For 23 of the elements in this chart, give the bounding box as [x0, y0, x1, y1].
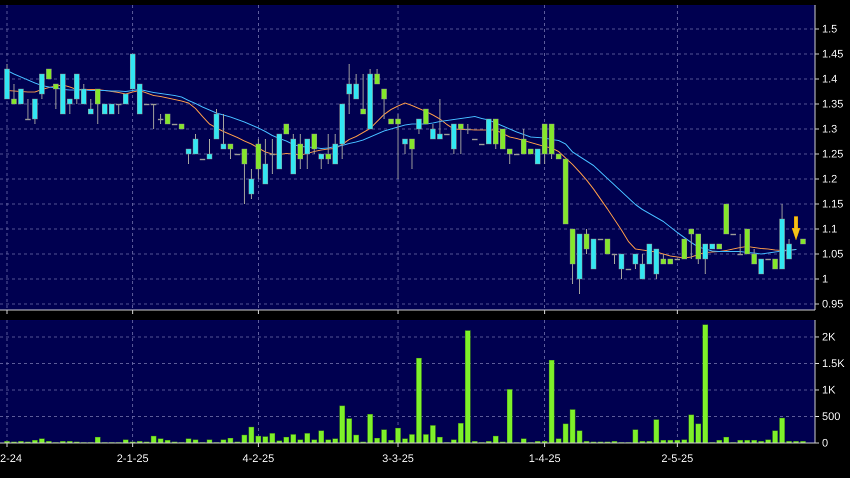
y-tick-label: 1.45: [822, 48, 844, 61]
y-tick-label: 1.25: [822, 148, 844, 161]
y-tick-label: 1K: [822, 384, 836, 397]
x-tick-label: 1-4-25: [528, 453, 561, 466]
x-tick-label: 2-24: [0, 453, 22, 466]
y-tick-label: 1.05: [822, 248, 844, 261]
x-tick-label: 2-1-25: [116, 453, 149, 466]
y-tick-label: 0: [822, 438, 828, 450]
y-tick-label: 1.2: [822, 174, 838, 186]
y-tick-label: 0.95: [822, 298, 844, 311]
y-tick-label: 2K: [822, 331, 836, 344]
y-tick-label: 1.3: [822, 124, 838, 136]
x-tick-label: 2-5-25: [661, 453, 694, 466]
y-tick-label: 500: [822, 411, 840, 424]
x-tick-label: 3-3-25: [382, 453, 414, 466]
y-tick-label: 1: [822, 274, 828, 286]
y-tick-label: 1.5: [822, 24, 838, 36]
y-tick-label: 1.15: [822, 198, 844, 211]
y-tick-label: 1.5K: [822, 358, 846, 370]
y-tick-label: 1.1: [822, 224, 838, 236]
y-tick-label: 1.35: [822, 98, 844, 111]
y-tick-label: 1.4: [822, 74, 838, 86]
x-tick-label: 4-2-25: [242, 453, 274, 466]
